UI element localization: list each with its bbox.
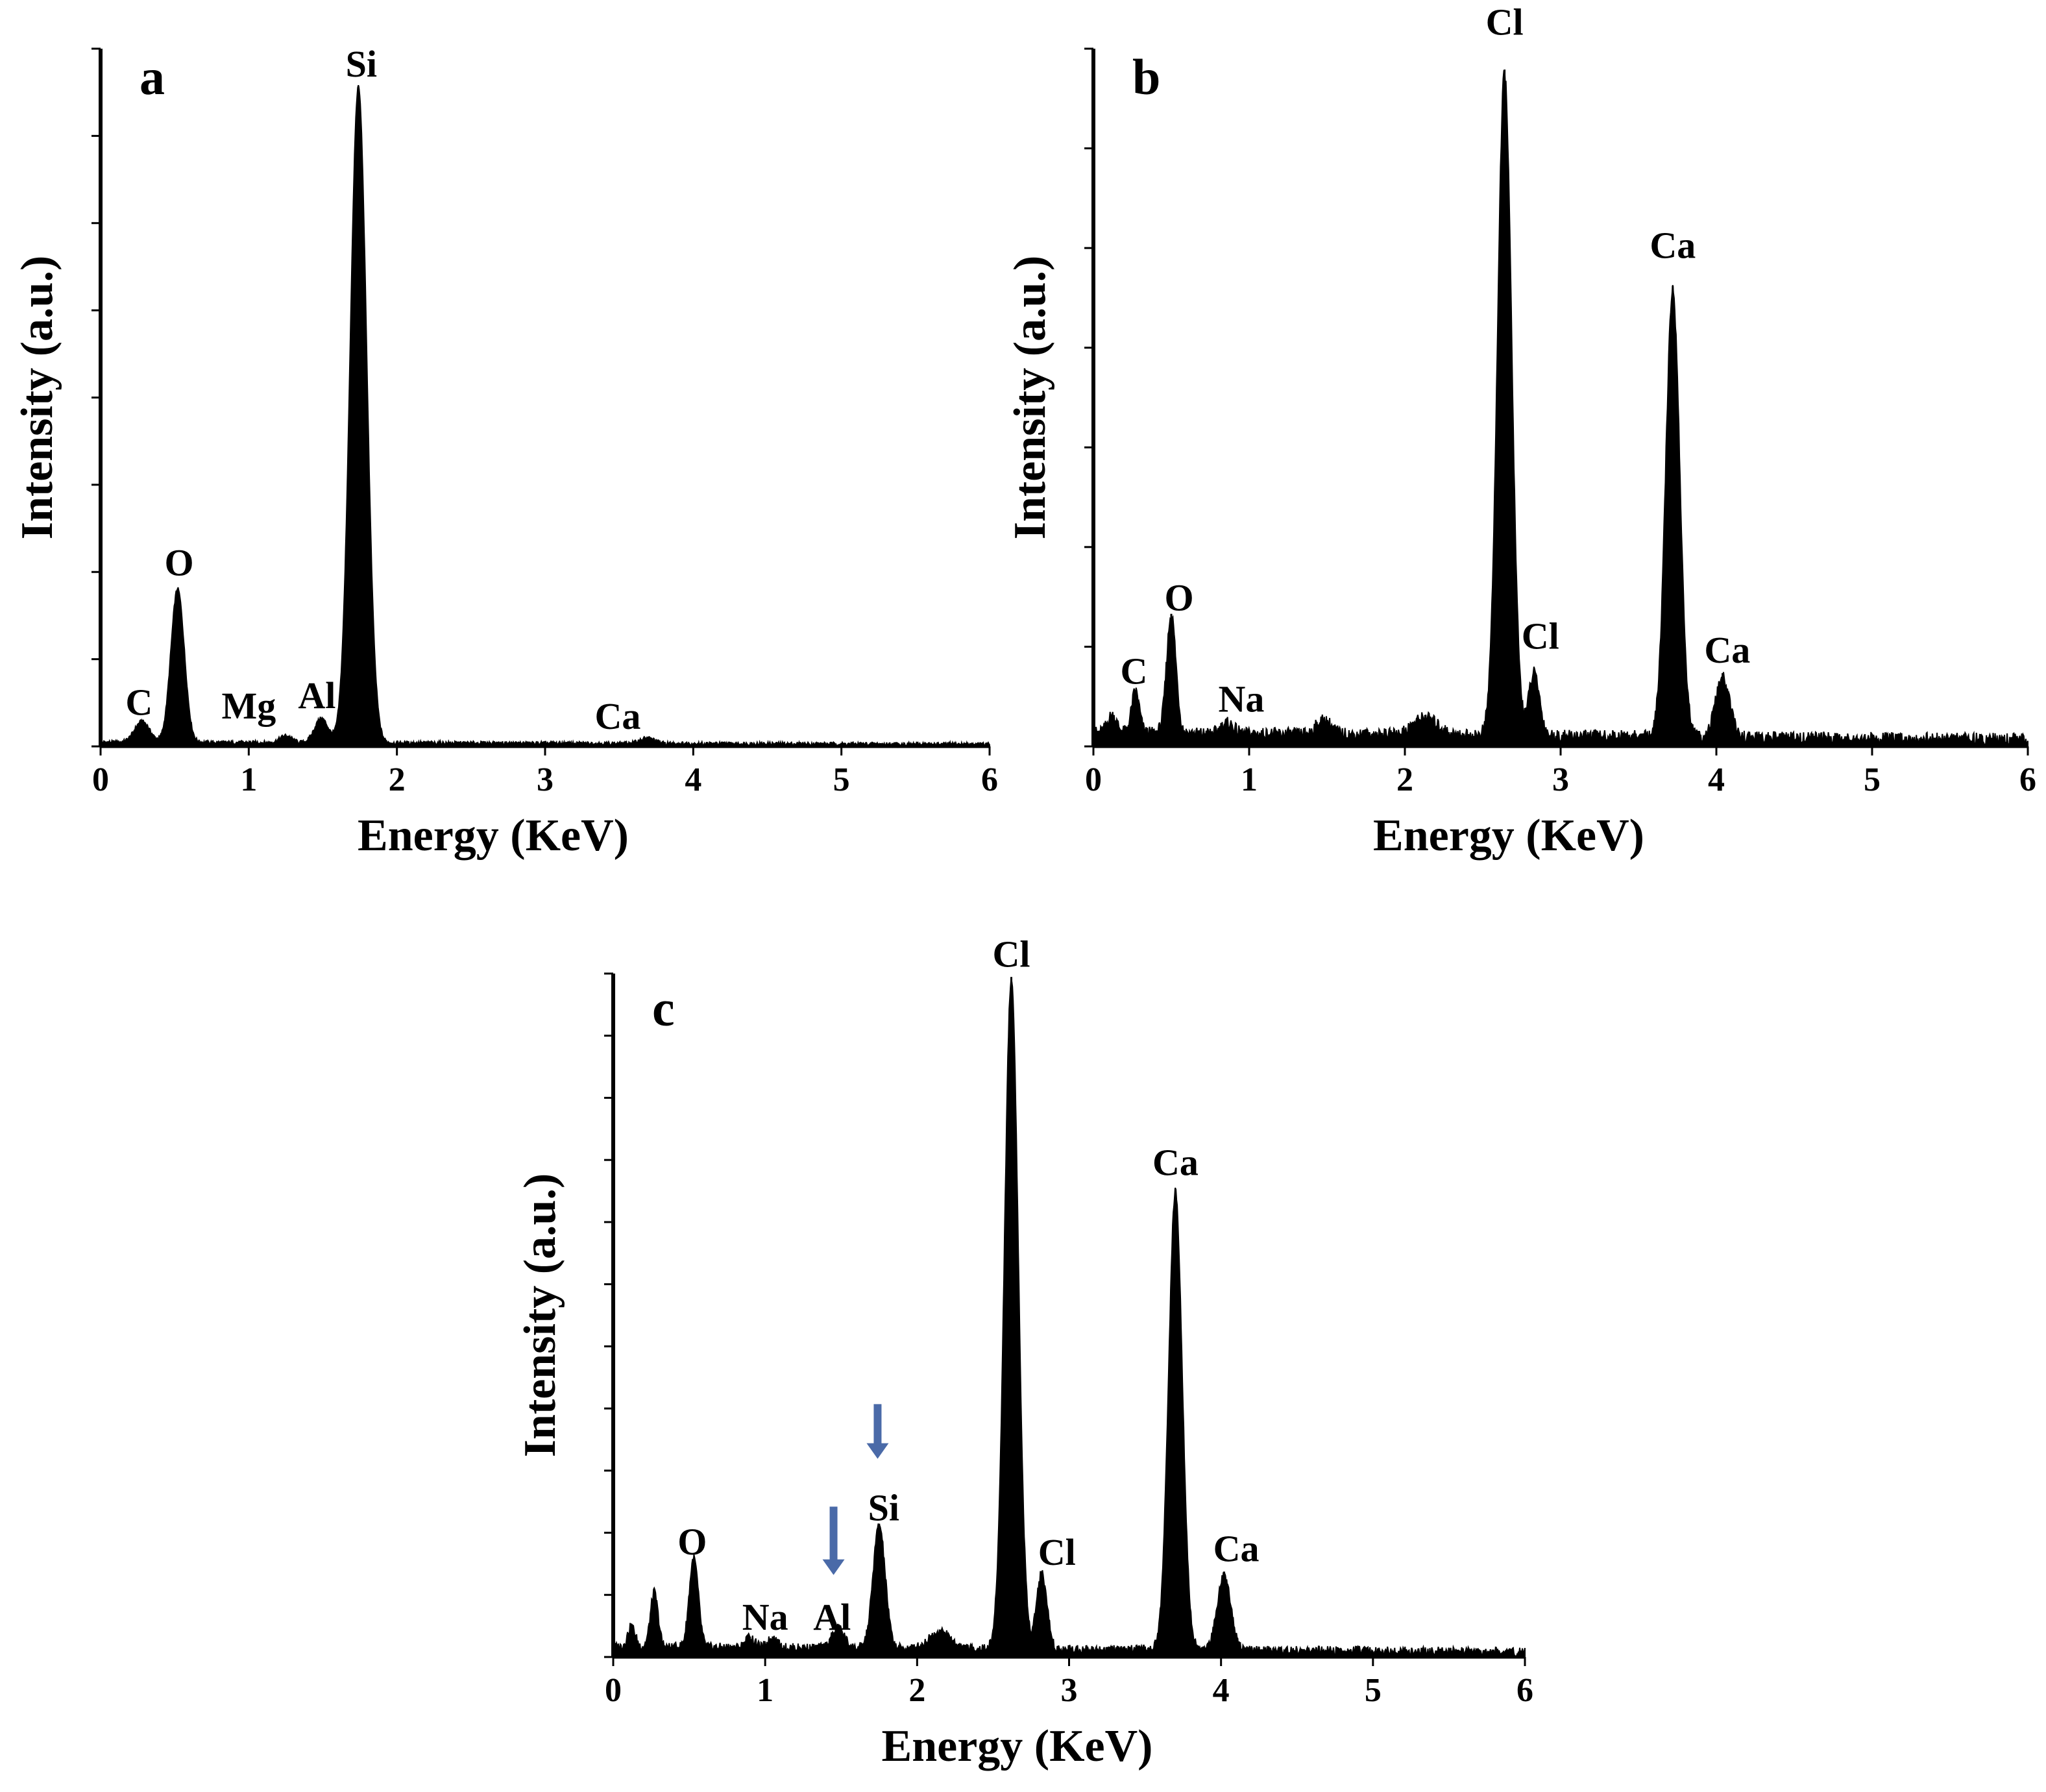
x-tick-label: 2 (1396, 761, 1413, 798)
x-tick-label: 4 (1708, 761, 1725, 798)
peak-label: Ca (1704, 629, 1750, 671)
peak-label: Ca (1650, 225, 1696, 267)
x-tick-label: 2 (389, 761, 406, 798)
panel-label: c (652, 980, 675, 1037)
arrow-down-icon (866, 1404, 889, 1459)
peak-label: Si (346, 43, 377, 85)
spectrum-area (100, 84, 990, 748)
peak-label: O (1164, 576, 1193, 619)
peak-label: Cl (1486, 1, 1524, 43)
x-tick-label: 5 (1365, 1672, 1382, 1709)
x-tick-label: 0 (1085, 761, 1102, 798)
x-axis-title: Energy (KeV) (358, 811, 629, 861)
panel-label: b (1132, 49, 1160, 105)
chart-panel-a: 0 1 2 3 4 5 6 Energy (KeV) Intensity (a.u.) a C O Mg… (12, 43, 998, 861)
y-axis-title: Intensity (a.u.) (1005, 256, 1055, 540)
x-tick-label: 6 (1516, 1672, 1533, 1709)
peak-label: Cl (1038, 1531, 1076, 1573)
peak-label: C (125, 681, 152, 724)
x-tick-label: 3 (1061, 1672, 1078, 1709)
peak-label: Mg (221, 685, 276, 727)
peak-label: Ca (1213, 1528, 1260, 1570)
arrow-shaft (873, 1404, 882, 1445)
y-axis-title: Intensity (a.u.) (515, 1173, 565, 1458)
x-tick-label: 6 (981, 761, 998, 798)
y-axis-title: Intensity (a.u.) (12, 256, 62, 540)
peak-label: Al (813, 1596, 851, 1638)
peak-label: Na (742, 1596, 788, 1638)
arrow-head (866, 1443, 889, 1459)
x-tick-label: 6 (2019, 761, 2036, 798)
x-axis-title: Energy (KeV) (1373, 811, 1644, 861)
arrow-shaft (829, 1506, 838, 1561)
arrow-head (822, 1559, 845, 1575)
peak-label: C (1120, 650, 1147, 692)
x-tick-label: 4 (1213, 1672, 1230, 1709)
peak-label: Si (868, 1486, 899, 1528)
x-axis-title: Energy (KeV) (882, 1721, 1153, 1771)
spectrum-area (1093, 69, 2028, 747)
peak-label: Al (298, 674, 335, 717)
x-tick-label: 3 (537, 761, 554, 798)
peak-label: Cl (1522, 615, 1559, 657)
chart-panel-c: 0 1 2 3 4 5 6 Energy (KeV) Intensity (a.u.) c O Na A… (515, 933, 1533, 1771)
x-tick-label: 0 (605, 1672, 622, 1709)
x-tick-label: 5 (833, 761, 850, 798)
x-tick-label: 2 (908, 1672, 925, 1709)
x-tick-label: 1 (240, 761, 257, 798)
panel-label: a (140, 49, 165, 105)
x-tick-label: 0 (92, 761, 109, 798)
peak-label: Ca (594, 695, 640, 737)
peak-label: O (677, 1521, 707, 1563)
arrow-down-icon (822, 1506, 845, 1575)
peak-label: Cl (993, 933, 1030, 975)
x-tick-label: 1 (757, 1672, 773, 1709)
x-tick-label: 1 (1241, 761, 1258, 798)
peak-label: Na (1219, 678, 1265, 720)
x-tick-label: 3 (1552, 761, 1569, 798)
x-tick-label: 4 (685, 761, 701, 798)
peak-label: Ca (1152, 1142, 1199, 1184)
chart-panel-b: 0 1 2 3 4 5 6 Energy (KeV) Intensity (a.u.) b CO Na… (1005, 1, 2036, 861)
peak-label: O (164, 542, 193, 584)
spectrum-area (613, 979, 1526, 1658)
x-tick-label: 5 (1864, 761, 1881, 798)
